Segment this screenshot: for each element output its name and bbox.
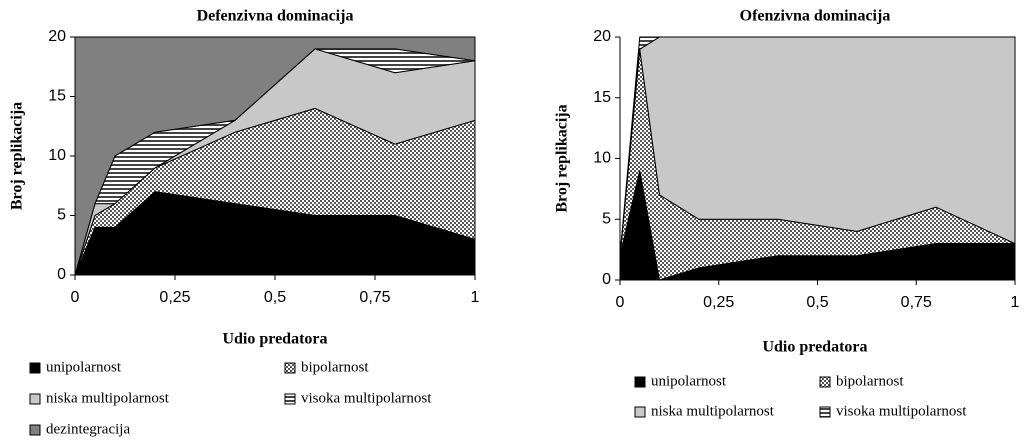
y-tick-label: 10 — [593, 150, 611, 167]
x-axis-label: Udio predatora — [762, 339, 867, 356]
y-tick-label: 0 — [602, 271, 611, 288]
legend-swatch — [634, 406, 646, 418]
legend-swatch — [29, 362, 41, 374]
legend-label: bipolarnost — [301, 359, 369, 375]
y-tick-label: 15 — [593, 89, 611, 106]
x-tick-label: 0,75 — [901, 294, 932, 311]
y-tick-label: 15 — [48, 88, 66, 105]
legend-label: unipolarnost — [651, 373, 727, 389]
y-axis-label: Broj replikacija — [9, 102, 26, 210]
legend-label: bipolarnost — [836, 373, 904, 389]
legend-label: visoka multipolarnost — [836, 403, 967, 419]
legend-label: niska multipolarnost — [651, 403, 775, 419]
y-axis-label: Broj replikacija — [554, 104, 571, 212]
x-tick-label: 0,25 — [159, 289, 190, 306]
legend-swatch — [29, 424, 41, 436]
legend-label: niska multipolarnost — [46, 390, 170, 406]
x-tick-label: 0,5 — [264, 289, 286, 306]
y-tick-label: 5 — [602, 210, 611, 227]
y-tick-label: 0 — [57, 266, 66, 283]
y-tick-label: 10 — [48, 147, 66, 164]
y-tick-label: 5 — [57, 207, 66, 224]
y-tick-label: 20 — [593, 28, 611, 45]
legend-label: dezintegracija — [46, 421, 130, 437]
legend-swatch — [284, 362, 296, 374]
x-tick-label: 0 — [71, 289, 80, 306]
area — [74, 36, 476, 276]
y-tick-label: 20 — [48, 28, 66, 45]
x-tick-label: 0,25 — [703, 294, 734, 311]
chart-title: Defenzivna dominacija — [197, 8, 354, 25]
legend-swatch — [284, 393, 296, 405]
legend-swatch — [634, 376, 646, 388]
x-tick-label: 0,75 — [359, 289, 390, 306]
x-tick-label: 1 — [1011, 294, 1020, 311]
x-tick-label: 1 — [471, 289, 480, 306]
area — [619, 36, 1015, 256]
x-tick-label: 0 — [616, 294, 625, 311]
x-axis-label: Udio predatora — [222, 331, 327, 348]
x-tick-label: 0,5 — [806, 294, 828, 311]
legend-label: visoka multipolarnost — [301, 390, 432, 406]
legend-label: unipolarnost — [46, 359, 122, 375]
chart-title: Ofenzivna dominacija — [740, 8, 891, 25]
legend-swatch — [819, 406, 831, 418]
legend-swatch — [29, 393, 41, 405]
legend-swatch — [819, 376, 831, 388]
